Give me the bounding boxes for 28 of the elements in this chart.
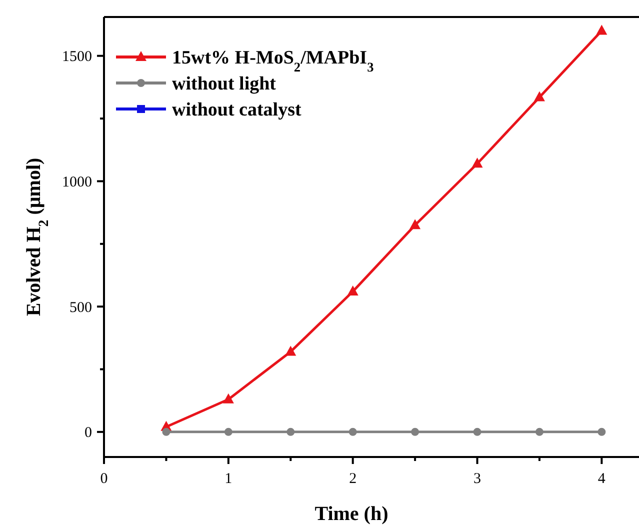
point bbox=[347, 286, 358, 296]
legend-label: without light bbox=[172, 74, 277, 95]
point bbox=[598, 428, 606, 436]
legend-label: 15wt% H-MoS$_{2}$/MAPbI$_{3}$ bbox=[172, 48, 374, 74]
point bbox=[222, 393, 234, 404]
legend-label: without catalyst bbox=[172, 100, 302, 121]
point bbox=[410, 219, 421, 230]
x-tick-label: 2 bbox=[349, 471, 357, 487]
y-tick-label: 1000 bbox=[62, 174, 92, 190]
x-tick-label: 4 bbox=[598, 471, 606, 487]
point bbox=[472, 158, 483, 168]
point bbox=[224, 428, 232, 436]
point bbox=[286, 428, 295, 436]
point bbox=[285, 346, 296, 356]
y-tick-label: 500 bbox=[70, 300, 92, 316]
y-tick-label: 0 bbox=[84, 425, 92, 442]
point bbox=[535, 428, 544, 436]
point bbox=[411, 428, 420, 436]
point bbox=[596, 24, 608, 35]
x-axis-title: Time (h) bbox=[314, 503, 388, 525]
x-tick-label: 3 bbox=[474, 471, 482, 487]
point bbox=[162, 428, 170, 436]
y-tick-label: 1500 bbox=[62, 49, 92, 66]
x-tick-label: 1 bbox=[224, 471, 232, 487]
x-tick-label: 0 bbox=[100, 471, 108, 487]
point bbox=[348, 428, 357, 436]
point bbox=[534, 91, 545, 102]
point bbox=[473, 428, 482, 436]
